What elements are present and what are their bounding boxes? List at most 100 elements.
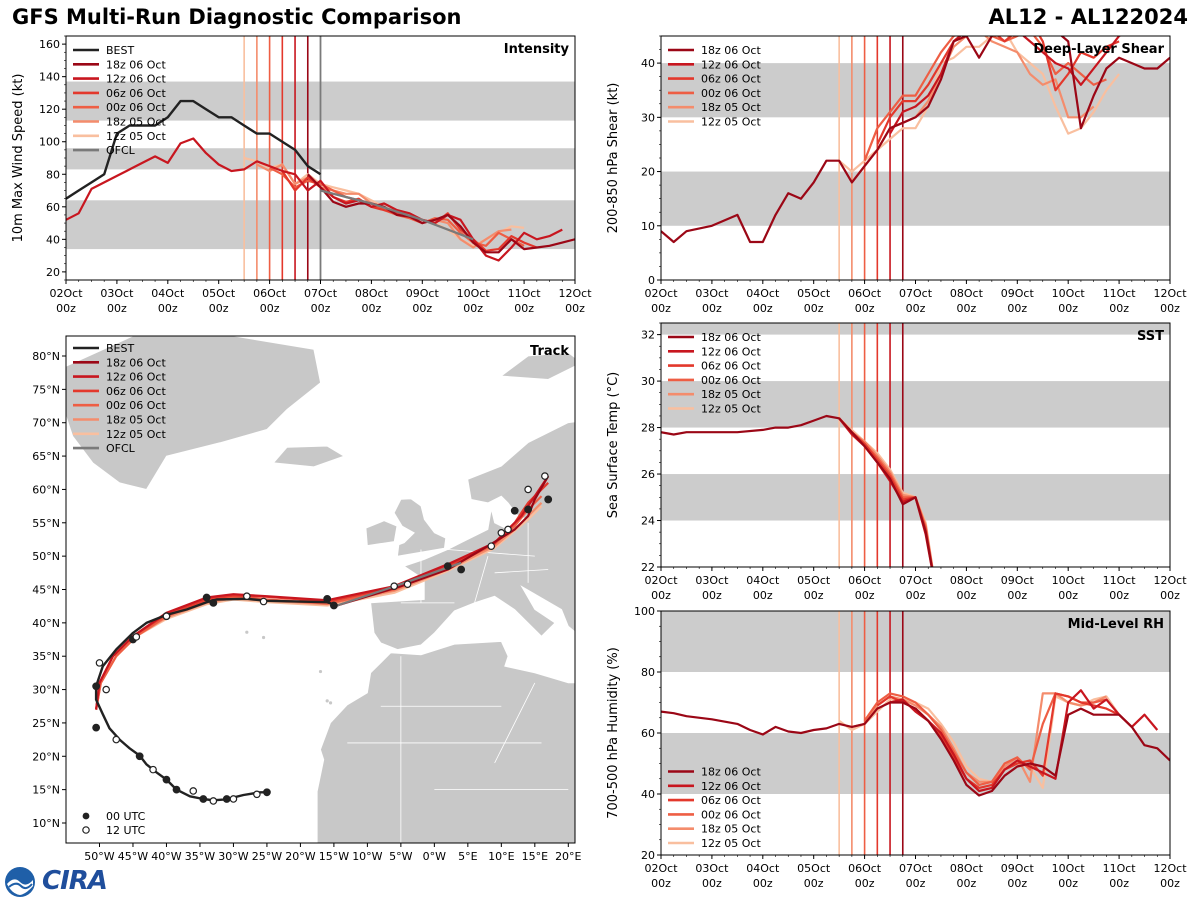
marker-00utc (162, 775, 171, 784)
x-tick-label: 02Oct (644, 574, 678, 587)
x-tick-label-hour: 00z (463, 302, 483, 315)
x-tick-label: 10°E (488, 850, 514, 863)
marker-00utc (202, 593, 211, 602)
legend-label: 18z 06 Oct (106, 356, 166, 369)
x-tick-label: 04Oct (151, 287, 185, 300)
legend-label: 06z 06 Oct (106, 385, 166, 398)
x-tick-label: 06Oct (253, 287, 287, 300)
y-tick-label: 55°N (32, 517, 60, 530)
x-tick-label: 05Oct (797, 287, 831, 300)
x-tick-label-hour: 00z (804, 302, 824, 315)
land-island-1 (328, 701, 333, 705)
band-rh-0 (661, 733, 1170, 794)
band-shear-1 (661, 63, 1170, 118)
y-tick-label: 40 (641, 788, 655, 801)
marker-00utc (199, 795, 208, 803)
series-sst (661, 414, 934, 567)
x-tick-label: 20°E (555, 850, 581, 863)
x-tick-label: 25°W (252, 850, 282, 863)
land-greenland (66, 336, 321, 490)
x-tick-label: 11Oct (1103, 862, 1137, 875)
series-line-shear-12z-06-Oct (889, 36, 1122, 135)
series-rh (661, 689, 1170, 797)
x-tick-label-hour: 00z (260, 302, 280, 315)
x-tick-label-hour: 00z (412, 302, 432, 315)
y-tick-label: 120 (39, 103, 60, 116)
legend-label: 06z 06 Oct (701, 360, 761, 373)
x-tick-label-hour: 00z (651, 877, 671, 890)
y-tick-label: 25°N (32, 717, 60, 730)
panel-title: Intensity (504, 42, 570, 57)
marker-12utc (243, 592, 251, 600)
init-lines-shear (838, 36, 904, 280)
x-tick-label: 02Oct (644, 862, 678, 875)
legend-label: 12z 06 Oct (106, 371, 166, 384)
marker-00utc (92, 682, 101, 691)
x-tick-label: 10Oct (1052, 862, 1086, 875)
y-tick-label: 32 (641, 329, 655, 342)
legend-label: 12z 05 Oct (701, 403, 761, 416)
x-tick-label: 03Oct (100, 287, 134, 300)
x-tick-label-hour: 00z (804, 877, 824, 890)
x-tick-label: 03Oct (695, 287, 729, 300)
x-tick-label-hour: 00z (957, 302, 977, 315)
marker-12utc (390, 582, 398, 590)
x-tick-label-hour: 00z (1058, 589, 1078, 602)
marker-00utc (323, 594, 332, 603)
x-tick-label: 08Oct (950, 287, 984, 300)
marker-12utc (497, 528, 506, 537)
band-rh-1 (661, 611, 1170, 672)
marker-12utc (189, 787, 198, 795)
legend-label: 06z 06 Oct (701, 794, 761, 807)
land-island-4 (261, 635, 266, 640)
land-island-0 (325, 699, 329, 703)
y-tick-label: 40°N (32, 617, 60, 630)
y-tick-label: 22 (641, 561, 655, 574)
x-tick-label: 02Oct (644, 287, 678, 300)
series-line-intensity-OFCL (320, 189, 474, 241)
x-tick-label: 10°W (352, 850, 382, 863)
noaa-cira-logo: CIRA (4, 866, 114, 898)
y-tick-label: 60 (46, 201, 60, 214)
y-tick-label: 40 (46, 233, 60, 246)
x-tick-label-hour: 00z (702, 302, 722, 315)
x-tick-label: 40°W (151, 850, 181, 863)
track-line-OFCL (336, 561, 462, 607)
marker-00utc (135, 752, 144, 761)
x-tick-label-hour: 00z (56, 302, 76, 315)
legend-label: BEST (106, 342, 134, 355)
x-tick-label: 12Oct (1153, 287, 1187, 300)
y-tick-label: 30°N (32, 684, 60, 697)
x-tick-label-hour: 00z (906, 877, 926, 890)
x-tick-label: 15°W (319, 850, 349, 863)
legend-label: 00z 06 Oct (701, 87, 761, 100)
x-tick-label: 11Oct (508, 287, 542, 300)
marker-legend-label: 00 UTC (106, 810, 146, 823)
x-tick-label: 12Oct (1153, 574, 1187, 587)
y-tick-label: 80 (641, 666, 655, 679)
panel-title: Deep-Layer Shear (1033, 42, 1164, 57)
series-line-intensity-18z-06-Oct (307, 173, 575, 254)
y-tick-label: 10 (641, 220, 655, 233)
x-tick-label: 07Oct (899, 574, 933, 587)
y-tick-label: 80°N (32, 350, 60, 363)
panel-shear: 0 10 20 30 40 02Oct 00z 03Oct 00z 04Oct 00z 05Oct 00… (606, 35, 1187, 315)
y-tick-label: 100 (39, 136, 60, 149)
legend-label: 18z 05 Oct (701, 101, 761, 114)
x-tick-label-hour: 00z (702, 877, 722, 890)
x-tick-label: 30°W (218, 850, 248, 863)
x-tick-label: 09Oct (406, 287, 440, 300)
x-tick-label: 07Oct (899, 862, 933, 875)
legend-label: 18z 05 Oct (106, 116, 166, 129)
y-tick-label: 80 (46, 168, 60, 181)
init-lines-intensity (243, 36, 322, 280)
legend-label: 06z 06 Oct (701, 73, 761, 86)
x-tick-label-hour: 00z (158, 302, 178, 315)
x-tick-label: 11Oct (1103, 287, 1137, 300)
x-tick-label: 0°W (423, 850, 446, 863)
x-tick-label: 05Oct (202, 287, 236, 300)
y-axis-label: 700-500 hPa Humidity (%) (606, 647, 621, 819)
x-tick-label-hour: 00z (1058, 877, 1078, 890)
x-tick-label: 20°W (285, 850, 315, 863)
